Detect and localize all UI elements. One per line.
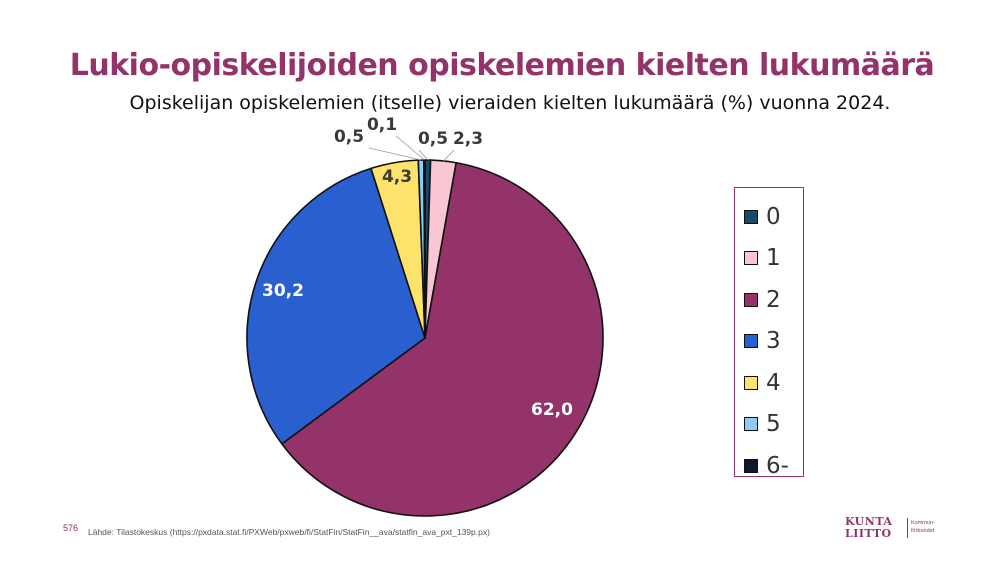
legend-swatch xyxy=(744,292,758,307)
logo-sub2: förbundet xyxy=(911,528,935,534)
legend-label: 5 xyxy=(766,411,781,438)
logo-separator xyxy=(907,518,908,538)
legend-item-0: 0 xyxy=(735,196,803,238)
legend-swatch xyxy=(744,251,758,266)
legend-label: 0 xyxy=(766,203,781,230)
legend-label: 6- xyxy=(766,452,789,479)
legend-item-4: 4 xyxy=(735,362,803,404)
legend-item-6-: 6- xyxy=(735,445,803,487)
leader-line-1 xyxy=(443,149,455,162)
data-label-1: 2,3 xyxy=(453,129,483,149)
pie-slice-3 xyxy=(246,167,426,445)
legend-swatch xyxy=(744,417,758,432)
legend-item-1: 1 xyxy=(735,238,803,280)
slide-title: Lukio-opiskelijoiden opiskelemien kielte… xyxy=(69,48,935,83)
legend-swatch xyxy=(744,209,758,224)
pie-slice-2 xyxy=(281,161,604,517)
legend-item-2: 2 xyxy=(735,279,803,321)
logo-sub1: Kommun- xyxy=(911,520,935,526)
data-label-3: 30,2 xyxy=(262,281,304,301)
legend-swatch xyxy=(744,375,758,390)
kuntaliitto-logo: KUNTA LIITTO Kommun- förbundet xyxy=(845,516,945,540)
leader-line-0 xyxy=(418,149,429,161)
data-label-2: 62,0 xyxy=(531,400,573,420)
legend-label: 1 xyxy=(766,245,781,272)
data-label-0: 0,5 xyxy=(418,129,448,149)
legend-swatch xyxy=(744,458,758,473)
logo-line2: LIITTO xyxy=(845,527,892,540)
chart-subtitle: Opiskelijan opiskelemien (itselle) viera… xyxy=(129,92,891,114)
data-label-4: 4,3 xyxy=(382,167,412,187)
source-note: Lähde: Tilastokeskus (https://pxdata.sta… xyxy=(88,527,490,537)
logo-line1: KUNTA xyxy=(845,515,893,528)
legend-item-3: 3 xyxy=(735,321,803,363)
legend-label: 4 xyxy=(766,369,781,396)
legend-label: 3 xyxy=(766,328,781,355)
page-number: 576 xyxy=(63,523,79,533)
leader-line-6- xyxy=(395,135,425,161)
leader-line-5 xyxy=(368,147,422,161)
data-label-6-: 0,1 xyxy=(367,115,397,135)
pie-slice-6- xyxy=(423,159,426,339)
legend-item-5: 5 xyxy=(735,404,803,446)
legend-swatch xyxy=(744,334,758,349)
chart-legend: 0 1 2 3 4 5 6- xyxy=(734,187,804,479)
legend-label: 2 xyxy=(766,286,781,313)
data-label-5: 0,5 xyxy=(334,127,364,147)
